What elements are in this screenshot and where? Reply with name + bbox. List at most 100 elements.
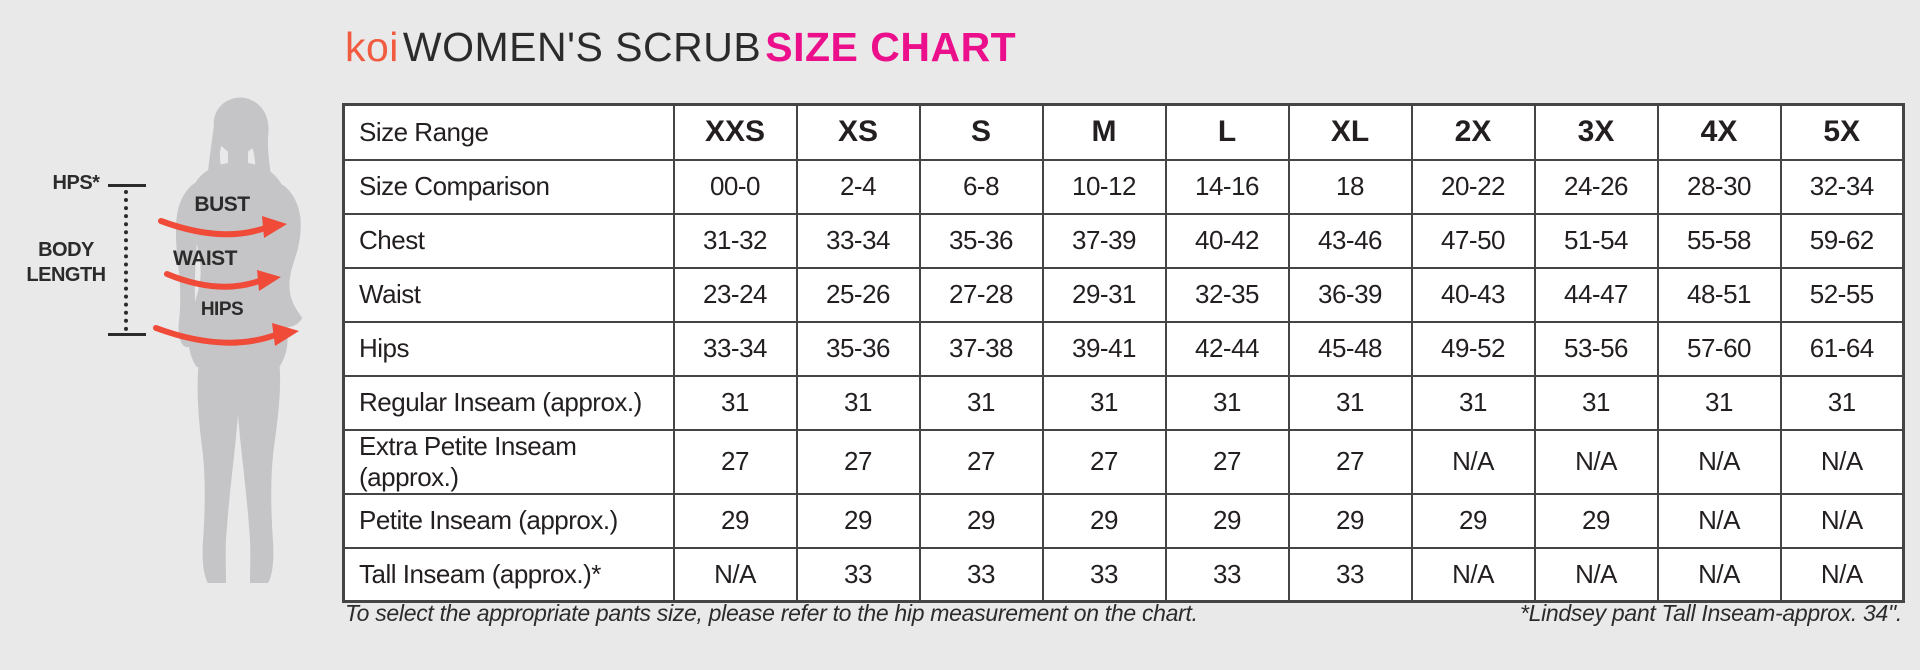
header-size-l: L	[1164, 103, 1290, 161]
header-size-5x: 5X	[1779, 103, 1905, 161]
size-value-cell: 29	[1533, 492, 1659, 549]
table-header-row: Size Range XXS XS S M L XL 2X 3X 4X 5X	[342, 103, 1905, 161]
size-value-cell: 49-52	[1410, 320, 1536, 377]
header-size-s: S	[918, 103, 1044, 161]
bust-label: BUST	[194, 193, 250, 216]
measurement-figure: HPS* BODY LENGTH BUST WAIST HIPS	[0, 0, 345, 670]
size-value-cell: 37-39	[1041, 212, 1167, 269]
size-value-cell: 32-34	[1779, 158, 1905, 215]
body-length-bottom-tick	[108, 333, 146, 336]
size-value-cell: 29	[795, 492, 921, 549]
size-value-cell: 36-39	[1287, 266, 1413, 323]
size-value-cell: 27	[918, 428, 1044, 495]
brand-name: koi	[345, 24, 399, 70]
size-value-cell: N/A	[1410, 546, 1536, 603]
table-row: Size Comparison 00-0 2-4 6-8 10-12 14-16 18 20-…	[342, 158, 1905, 215]
size-value-cell: N/A	[1533, 546, 1659, 603]
size-value-cell: N/A	[1656, 492, 1782, 549]
size-value-cell: 55-58	[1656, 212, 1782, 269]
size-value-cell: 31	[795, 374, 921, 431]
size-value-cell: 14-16	[1164, 158, 1290, 215]
size-value-cell: 37-38	[918, 320, 1044, 377]
size-value-cell: 29	[672, 492, 798, 549]
size-value-cell: 35-36	[918, 212, 1044, 269]
size-value-cell: 28-30	[1656, 158, 1782, 215]
row-label: Regular Inseam (approx.)	[342, 374, 675, 431]
size-value-cell: 45-48	[1287, 320, 1413, 377]
size-value-cell: 31	[1164, 374, 1290, 431]
row-label: Extra Petite Inseam (approx.)	[342, 428, 675, 495]
size-value-cell: 27	[1041, 428, 1167, 495]
table-row: Regular Inseam (approx.) 31 31 31 31 31 31 31 31…	[342, 374, 1905, 431]
size-value-cell: N/A	[1779, 546, 1905, 603]
header-size-3x: 3X	[1533, 103, 1659, 161]
header-size-xxs: XXS	[672, 103, 798, 161]
row-label: Size Comparison	[342, 158, 675, 215]
size-value-cell: 31	[1533, 374, 1659, 431]
size-value-cell: 27	[672, 428, 798, 495]
size-value-cell: 10-12	[1041, 158, 1167, 215]
size-value-cell: 59-62	[1779, 212, 1905, 269]
header-size-m: M	[1041, 103, 1167, 161]
header-size-2x: 2X	[1410, 103, 1536, 161]
size-value-cell: 31	[1041, 374, 1167, 431]
size-value-cell: 31	[1287, 374, 1413, 431]
size-value-cell: N/A	[1779, 428, 1905, 495]
size-value-cell: N/A	[1779, 492, 1905, 549]
size-value-cell: 33	[1164, 546, 1290, 603]
size-value-cell: 23-24	[672, 266, 798, 323]
size-value-cell: 48-51	[1656, 266, 1782, 323]
hps-label: HPS*	[52, 172, 100, 194]
waist-arrow-icon	[164, 270, 281, 291]
size-value-cell: 29-31	[1041, 266, 1167, 323]
size-value-cell: 31	[1410, 374, 1536, 431]
size-value-cell: 31	[1779, 374, 1905, 431]
size-value-cell: 39-41	[1041, 320, 1167, 377]
size-value-cell: 25-26	[795, 266, 921, 323]
size-value-cell: 31	[1656, 374, 1782, 431]
size-value-cell: 31	[918, 374, 1044, 431]
size-value-cell: N/A	[672, 546, 798, 603]
size-value-cell: 29	[1410, 492, 1536, 549]
size-value-cell: 43-46	[1287, 212, 1413, 269]
header-size-xs: XS	[795, 103, 921, 161]
size-value-cell: 2-4	[795, 158, 921, 215]
size-value-cell: 42-44	[1164, 320, 1290, 377]
size-value-cell: N/A	[1656, 428, 1782, 495]
size-value-cell: 31	[672, 374, 798, 431]
size-value-cell: 44-47	[1533, 266, 1659, 323]
header-size-xl: XL	[1287, 103, 1413, 161]
table-row: Petite Inseam (approx.) 29 29 29 29 29 29 29 29 N…	[342, 492, 1905, 549]
size-value-cell: 33-34	[672, 320, 798, 377]
table-row: Extra Petite Inseam (approx.) 27 27 27 27 27 2…	[342, 428, 1905, 495]
row-label: Chest	[342, 212, 675, 269]
size-value-cell: 27-28	[918, 266, 1044, 323]
row-label: Waist	[342, 266, 675, 323]
row-label: Petite Inseam (approx.)	[342, 492, 675, 549]
header-size-range-label: Size Range	[342, 103, 675, 161]
page-title: koiWOMEN'S SCRUBSIZE CHART	[345, 24, 1016, 71]
table-row: Waist 23-24 25-26 27-28 29-31 32-35 36-39 40-43…	[342, 266, 1905, 323]
size-value-cell: 51-54	[1533, 212, 1659, 269]
table-row: Tall Inseam (approx.)* N/A 33 33 33 33 33 N/A N/…	[342, 546, 1905, 603]
bust-arrow-icon	[158, 216, 287, 238]
size-value-cell: 33	[918, 546, 1044, 603]
size-chart-table: Size Range XXS XS S M L XL 2X 3X 4X 5X Size Compari…	[342, 103, 1905, 603]
woman-silhouette-icon	[175, 97, 303, 583]
footnote-pants-size: To select the appropriate pants size, pl…	[345, 600, 1198, 626]
size-value-cell: 35-36	[795, 320, 921, 377]
hips-label: HIPS	[200, 299, 244, 320]
size-value-cell: 20-22	[1410, 158, 1536, 215]
size-value-cell: 32-35	[1164, 266, 1290, 323]
size-value-cell: 33	[795, 546, 921, 603]
header-size-4x: 4X	[1656, 103, 1782, 161]
body-length-label: BODY LENGTH	[26, 239, 106, 286]
size-value-cell: 27	[795, 428, 921, 495]
size-value-cell: 27	[1164, 428, 1290, 495]
size-value-cell: N/A	[1410, 428, 1536, 495]
size-value-cell: 31-32	[672, 212, 798, 269]
size-value-cell: 6-8	[918, 158, 1044, 215]
body-length-top-tick	[108, 184, 146, 187]
size-value-cell: 29	[1164, 492, 1290, 549]
